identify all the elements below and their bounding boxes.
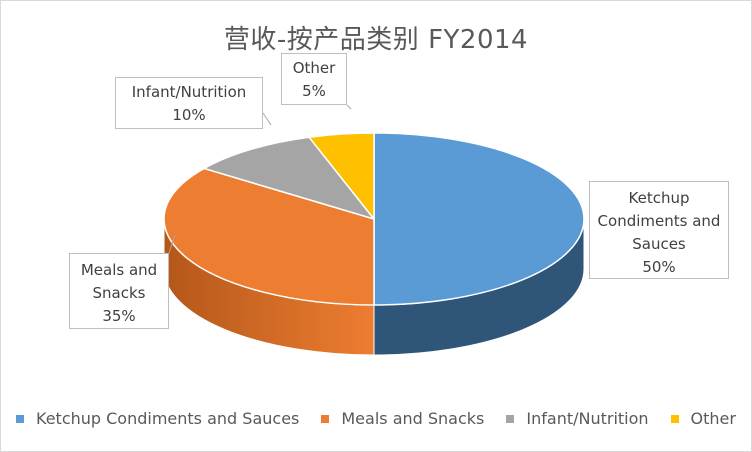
data-label-meals: Meals and Snacks 35% — [69, 253, 169, 329]
data-label-ketchup-line-3: Sauces — [632, 235, 686, 253]
legend-item-other: Other — [670, 409, 736, 428]
legend-swatch-meals — [321, 414, 330, 423]
data-label-meals-line-2: Snacks — [92, 284, 146, 302]
data-label-infant: Infant/Nutrition 10% — [115, 77, 263, 129]
data-label-ketchup-percent: 50% — [642, 258, 676, 276]
data-label-meals-percent: 35% — [102, 307, 136, 325]
legend-swatch-other — [670, 414, 679, 423]
leader-line-infant — [262, 112, 272, 126]
legend-label-other: Other — [690, 409, 736, 428]
legend-label-ketchup: Ketchup Condiments and Sauces — [36, 409, 300, 428]
legend-item-infant: Infant/Nutrition — [506, 409, 649, 428]
legend-swatch-infant — [506, 414, 515, 423]
legend-item-meals: Meals and Snacks — [321, 409, 484, 428]
data-label-other-percent: 5% — [302, 82, 326, 100]
pie-slice-infant — [203, 136, 375, 220]
data-label-ketchup-line-2: Condiments and — [597, 212, 721, 230]
data-label-other: Other 5% — [281, 53, 347, 105]
pie-slice-ketchup — [373, 132, 585, 306]
data-label-meals-line-1: Meals and — [80, 261, 158, 279]
data-label-ketchup-line-1: Ketchup — [628, 189, 690, 207]
data-label-infant-percent: 10% — [172, 106, 206, 124]
legend-label-meals: Meals and Snacks — [341, 409, 485, 428]
data-label-infant-line-1: Infant/Nutrition — [131, 83, 247, 101]
legend-item-ketchup: Ketchup Condiments and Sauces — [16, 409, 299, 428]
pie-slice-other — [308, 132, 375, 220]
leader-line-meals — [168, 234, 176, 254]
leader-line-other — [346, 104, 352, 110]
data-label-other-line-1: Other — [292, 59, 336, 77]
data-label-ketchup: Ketchup Condiments and Sauces 50% — [589, 181, 729, 279]
legend-label-infant: Infant/Nutrition — [526, 409, 649, 428]
legend: Ketchup Condiments and Sauces Meals and … — [1, 409, 751, 428]
chart-title: 营收-按产品类别 FY2014 — [223, 25, 529, 55]
legend-swatch-ketchup — [16, 414, 24, 423]
pie-slice-meals — [163, 167, 375, 306]
